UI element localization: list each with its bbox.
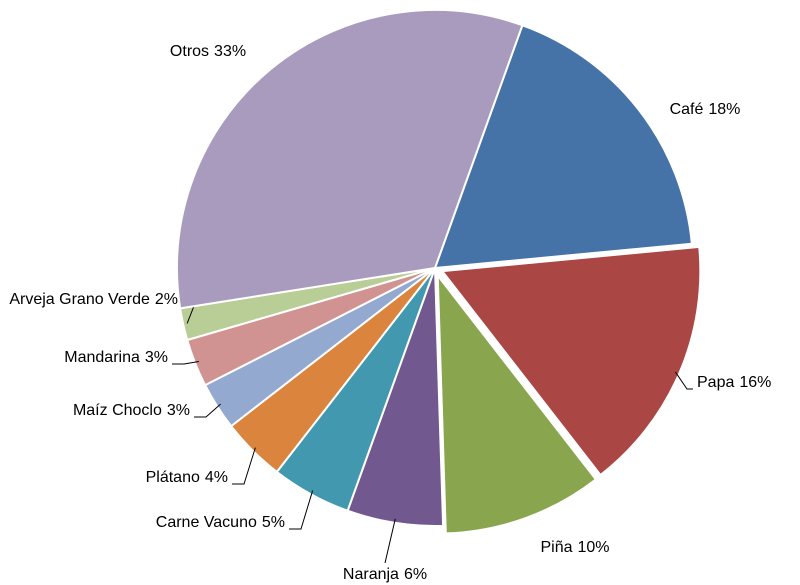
value-label: 10% [578, 539, 610, 556]
pie-slice [176, 9, 524, 310]
value-label: 2% [155, 291, 178, 308]
category-label: Plátano [146, 469, 200, 486]
category-label: Arveja Grano Verde [9, 291, 150, 308]
category-label: Café [670, 101, 704, 118]
value-label: 16% [739, 374, 771, 391]
data-label: Café 18% [670, 101, 741, 118]
category-label: Piña [540, 539, 572, 556]
category-label: Papa [697, 374, 734, 391]
data-label: Papa 16% [697, 374, 771, 391]
data-label: Maíz Choclo 3% [73, 402, 190, 419]
data-label: Plátano 4% [146, 469, 228, 486]
category-label: Mandarina [64, 349, 140, 366]
category-label: Maíz Choclo [73, 402, 162, 419]
leader-line [675, 371, 693, 390]
value-label: 3% [167, 402, 190, 419]
value-label: 5% [262, 514, 285, 531]
data-label: Piña 10% [540, 539, 609, 556]
leader-line [194, 403, 221, 418]
category-label: Carne Vacuno [156, 514, 257, 531]
value-label: 33% [214, 43, 246, 60]
value-label: 18% [708, 101, 740, 118]
leader-line [289, 490, 314, 530]
value-label: 4% [205, 469, 228, 486]
leader-line [384, 518, 396, 564]
pie-slice [440, 245, 702, 477]
leader-line [232, 447, 256, 485]
value-label: 3% [145, 349, 168, 366]
category-label: Naranja [343, 566, 399, 583]
pie-slice [436, 272, 598, 535]
data-label: Otros 33% [170, 43, 246, 60]
value-label: 6% [404, 566, 427, 583]
data-label: Arveja Grano Verde 2% [9, 291, 178, 308]
data-label: Naranja 6% [343, 566, 427, 583]
data-label: Mandarina 3% [64, 349, 168, 366]
category-label: Otros [170, 43, 209, 60]
pie-slice [433, 23, 693, 270]
data-label: Carne Vacuno 5% [156, 514, 285, 531]
leader-line [172, 361, 199, 365]
